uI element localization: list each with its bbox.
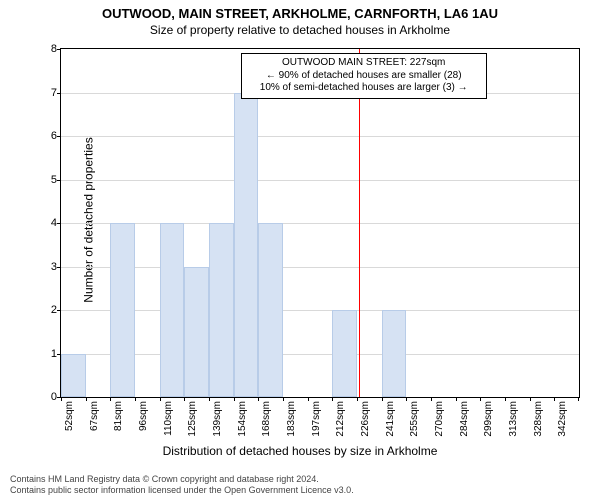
page-title: OUTWOOD, MAIN STREET, ARKHOLME, CARNFORT… bbox=[0, 0, 600, 21]
histogram-bar bbox=[258, 223, 283, 397]
annotation-line-2: ← 90% of detached houses are smaller (28… bbox=[248, 70, 480, 83]
x-tick-mark bbox=[406, 397, 407, 401]
x-tick-label: 328sqm bbox=[533, 401, 544, 437]
x-tick-mark bbox=[234, 397, 235, 401]
page-subtitle: Size of property relative to detached ho… bbox=[0, 21, 600, 37]
y-tick-mark bbox=[57, 180, 61, 181]
x-tick-label: 154sqm bbox=[237, 401, 248, 437]
x-tick-label: 183sqm bbox=[286, 401, 297, 437]
y-tick-label: 3 bbox=[51, 261, 57, 273]
annotation-box: OUTWOOD MAIN STREET: 227sqm← 90% of deta… bbox=[241, 53, 487, 99]
annotation-line-3: 10% of semi-detached houses are larger (… bbox=[248, 82, 480, 95]
gridline bbox=[61, 223, 579, 224]
x-tick-mark bbox=[160, 397, 161, 401]
chart-plot-area: 01234567852sqm67sqm81sqm96sqm110sqm125sq… bbox=[60, 48, 580, 398]
histogram-bar bbox=[184, 267, 209, 398]
x-tick-mark bbox=[357, 397, 358, 401]
x-tick-mark bbox=[61, 397, 62, 401]
histogram-bar bbox=[160, 223, 185, 397]
x-tick-mark bbox=[554, 397, 555, 401]
x-tick-mark bbox=[530, 397, 531, 401]
x-tick-mark bbox=[382, 397, 383, 401]
y-tick-label: 5 bbox=[51, 174, 57, 186]
x-tick-label: 96sqm bbox=[138, 401, 149, 431]
gridline bbox=[61, 267, 579, 268]
x-tick-label: 241sqm bbox=[385, 401, 396, 437]
footer-line-1: Contains HM Land Registry data © Crown c… bbox=[10, 474, 354, 485]
histogram-bar bbox=[61, 354, 86, 398]
x-tick-label: 313sqm bbox=[508, 401, 519, 437]
x-tick-mark bbox=[332, 397, 333, 401]
x-tick-label: 197sqm bbox=[311, 401, 322, 437]
x-tick-mark bbox=[505, 397, 506, 401]
histogram-bar bbox=[382, 310, 407, 397]
histogram-bar bbox=[234, 93, 259, 398]
x-tick-label: 342sqm bbox=[557, 401, 568, 437]
gridline bbox=[61, 136, 579, 137]
x-tick-label: 299sqm bbox=[483, 401, 494, 437]
x-tick-mark bbox=[184, 397, 185, 401]
y-tick-mark bbox=[57, 267, 61, 268]
annotation-line-1: OUTWOOD MAIN STREET: 227sqm bbox=[248, 57, 480, 70]
y-tick-label: 1 bbox=[51, 348, 57, 360]
histogram-bar bbox=[110, 223, 135, 397]
footer-attribution: Contains HM Land Registry data © Crown c… bbox=[10, 474, 354, 496]
x-tick-label: 168sqm bbox=[261, 401, 272, 437]
x-tick-label: 226sqm bbox=[360, 401, 371, 437]
x-tick-label: 212sqm bbox=[335, 401, 346, 437]
x-tick-mark bbox=[258, 397, 259, 401]
gridline bbox=[61, 354, 579, 355]
x-tick-label: 255sqm bbox=[409, 401, 420, 437]
y-tick-label: 2 bbox=[51, 304, 57, 316]
x-tick-label: 52sqm bbox=[64, 401, 75, 431]
y-tick-mark bbox=[57, 136, 61, 137]
y-tick-label: 6 bbox=[51, 130, 57, 142]
x-tick-mark bbox=[578, 397, 579, 401]
x-tick-mark bbox=[308, 397, 309, 401]
y-tick-mark bbox=[57, 223, 61, 224]
x-tick-mark bbox=[110, 397, 111, 401]
x-tick-mark bbox=[456, 397, 457, 401]
x-tick-label: 81sqm bbox=[113, 401, 124, 431]
y-tick-mark bbox=[57, 310, 61, 311]
x-tick-mark bbox=[431, 397, 432, 401]
y-tick-mark bbox=[57, 93, 61, 94]
marker-line bbox=[359, 49, 360, 397]
x-tick-label: 284sqm bbox=[459, 401, 470, 437]
x-tick-label: 110sqm bbox=[163, 401, 174, 436]
gridline bbox=[61, 310, 579, 311]
y-tick-label: 8 bbox=[51, 43, 57, 55]
x-tick-label: 125sqm bbox=[187, 401, 198, 437]
x-tick-mark bbox=[86, 397, 87, 401]
x-tick-label: 139sqm bbox=[212, 401, 223, 437]
gridline bbox=[61, 180, 579, 181]
chart-container: OUTWOOD, MAIN STREET, ARKHOLME, CARNFORT… bbox=[0, 0, 600, 500]
x-tick-label: 67sqm bbox=[89, 401, 100, 431]
histogram-bar bbox=[332, 310, 357, 397]
x-tick-mark bbox=[480, 397, 481, 401]
histogram-bar bbox=[209, 223, 234, 397]
y-tick-label: 7 bbox=[51, 87, 57, 99]
x-tick-label: 270sqm bbox=[434, 401, 445, 437]
x-tick-mark bbox=[283, 397, 284, 401]
x-axis-label: Distribution of detached houses by size … bbox=[0, 444, 600, 458]
y-tick-mark bbox=[57, 49, 61, 50]
y-tick-label: 0 bbox=[51, 391, 57, 403]
y-tick-label: 4 bbox=[51, 217, 57, 229]
x-tick-mark bbox=[209, 397, 210, 401]
footer-line-2: Contains public sector information licen… bbox=[10, 485, 354, 496]
x-tick-mark bbox=[135, 397, 136, 401]
